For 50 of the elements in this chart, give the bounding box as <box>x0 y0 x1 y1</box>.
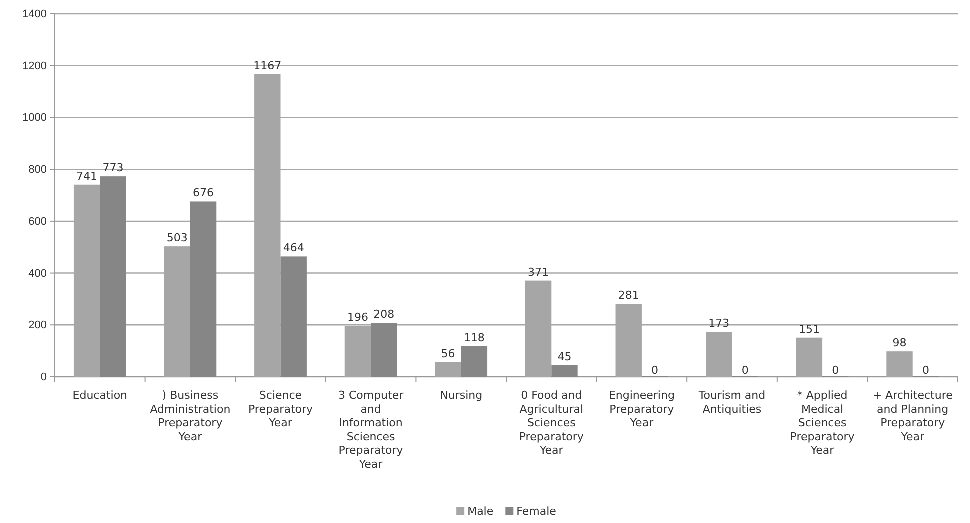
data-label: 118 <box>464 331 485 344</box>
data-label: 676 <box>193 186 214 200</box>
data-label: 773 <box>102 162 124 175</box>
data-label: 56 <box>441 347 456 360</box>
data-label: 0 <box>652 364 659 377</box>
data-label: 0 <box>922 364 930 377</box>
data-label: 173 <box>708 317 730 330</box>
x-tick-label: Science Preparatory Year <box>248 389 314 430</box>
y-tick-label: 200 <box>28 320 47 332</box>
data-label: 371 <box>528 266 550 279</box>
y-tick-label: 800 <box>28 164 47 176</box>
bar <box>796 338 823 377</box>
bar <box>190 202 217 377</box>
y-tick-label: 1200 <box>22 60 47 72</box>
data-label: 464 <box>283 242 304 255</box>
data-label: 98 <box>892 336 907 350</box>
bar <box>100 176 126 377</box>
legend-label: Male <box>468 505 494 518</box>
data-label: 196 <box>347 311 368 324</box>
x-tick-label: Tourism and Antiquities <box>698 389 766 416</box>
x-tick-label: * Applied Medical Sciences Preparatory Year <box>790 389 856 457</box>
x-tick-label: Nursing <box>440 389 483 402</box>
y-tick-label: 1000 <box>22 112 47 124</box>
data-label: 45 <box>558 350 572 364</box>
x-tick-label: 0 Food and Agricultural Sciences Preparatory Year <box>519 389 584 457</box>
data-label: 1167 <box>254 59 282 72</box>
x-tick-label: 3 Computer and Information Sciences Preparatory Year <box>338 389 404 471</box>
data-label: 208 <box>374 308 395 322</box>
bar <box>435 362 462 377</box>
bar <box>280 256 307 377</box>
bar <box>552 365 578 377</box>
bar <box>706 332 732 377</box>
x-tick-label: ) Business Administration Preparatory Year <box>150 389 231 444</box>
x-tick-label: Education <box>72 389 128 402</box>
data-label: 0 <box>742 364 749 377</box>
data-label: 151 <box>798 322 820 336</box>
data-label: 0 <box>832 364 840 377</box>
legend-label: Female <box>516 505 557 518</box>
bar <box>371 323 398 377</box>
x-tick-label: Engineering Preparatory Year <box>608 389 675 430</box>
y-tick-label: 600 <box>28 216 47 228</box>
x-tick-label: + Architecture and Planning Preparatory Year <box>872 389 954 444</box>
y-tick-label: 0 <box>40 372 47 384</box>
data-label: 503 <box>166 232 188 245</box>
y-tick-label: 400 <box>28 268 47 280</box>
bar <box>461 346 488 377</box>
data-label: 281 <box>618 289 640 302</box>
data-label: 741 <box>76 170 98 183</box>
bar <box>886 352 913 377</box>
y-tick-label: 1400 <box>22 8 47 21</box>
